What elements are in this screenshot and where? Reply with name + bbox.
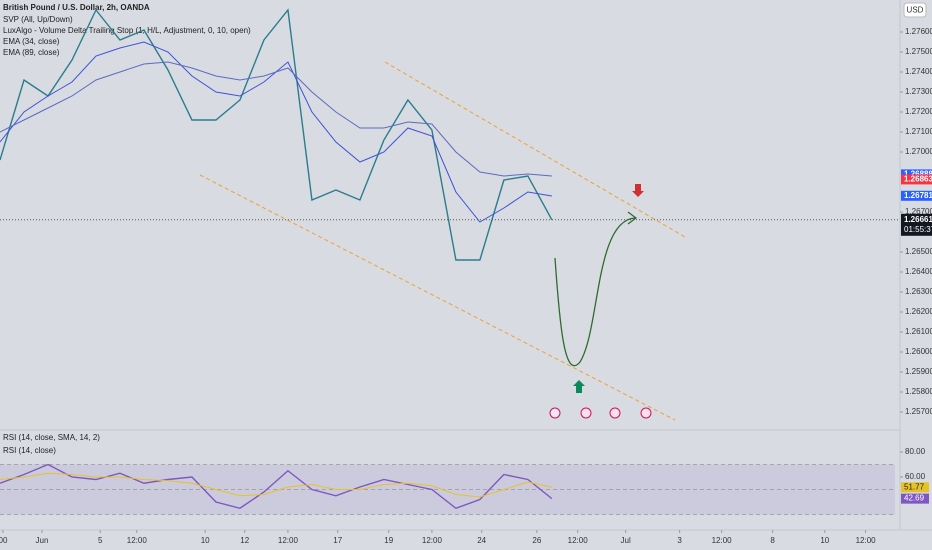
y-tick-label: 1.26400: [905, 267, 932, 276]
series-line: [0, 463, 553, 510]
up-arrow: [573, 380, 585, 393]
x-tick-label: 12:00: [568, 536, 589, 545]
y-tick-label: 1.27500: [905, 47, 932, 56]
y-tick-label: 1.25700: [905, 407, 932, 416]
indicator-label: EMA (34, close): [3, 37, 60, 46]
x-tick-label: 10: [201, 536, 210, 545]
x-tick-label: Jul: [621, 536, 631, 545]
indicator-label: RSI (14, close): [3, 446, 56, 455]
y-tick-label: 1.27100: [905, 127, 932, 136]
price-marker-label: 1.26888: [904, 170, 932, 179]
price-marker-label: 1.26781: [904, 191, 932, 200]
x-tick-label: 10: [820, 536, 829, 545]
x-tick-label: 3: [677, 536, 682, 545]
y-tick-label: 1.27600: [905, 27, 932, 36]
price-marker-label: 1.26863: [904, 175, 932, 184]
y-tick-label: 1.25800: [905, 387, 932, 396]
last-price-badge: [901, 213, 932, 236]
x-tick-label: 12: [240, 536, 249, 545]
indicator-label: SVP (All, Up/Down): [3, 15, 73, 24]
y-tick-label: 1.26300: [905, 287, 932, 296]
currency-label: USD: [907, 6, 924, 15]
value-badge: [901, 493, 929, 504]
currency-button[interactable]: [903, 2, 927, 18]
y-tick-label: 1.27200: [905, 107, 932, 116]
y-tick-label: 1.26200: [905, 307, 932, 316]
x-tick-label: 5: [98, 536, 103, 545]
x-tick-label: 12:00: [856, 536, 877, 545]
y-tick-label: 1.27000: [905, 147, 932, 156]
x-tick-label: 8: [770, 536, 775, 545]
event-icon: [640, 407, 652, 419]
countdown-label: 01:55:37: [904, 225, 932, 234]
x-tick-label: 17: [333, 536, 342, 545]
y-tick-label: 1.26100: [905, 327, 932, 336]
y-tick-label: 1.25900: [905, 367, 932, 376]
series-line: [0, 61, 552, 177]
symbol-title: British Pound / U.S. Dollar, 2h, OANDA: [3, 3, 150, 12]
price-marker-badge: [901, 174, 932, 185]
y-tick-label: 1.27300: [905, 87, 932, 96]
event-icon: [549, 407, 561, 419]
price-marker-badge: [901, 190, 932, 201]
y-tick-label: 1.26700: [905, 207, 932, 216]
x-tick-label: 19: [384, 536, 393, 545]
value-badge-label: 42.69: [904, 494, 925, 503]
x-tick-label: 12:00: [127, 536, 148, 545]
projection-curve: [554, 217, 636, 367]
x-tick-label: 12:00: [422, 536, 443, 545]
y-tick-label: 80.00: [905, 447, 926, 456]
x-tick-label: 12:00: [278, 536, 299, 545]
x-tick-label: Jun: [36, 536, 49, 545]
x-tick-label: 12:00: [712, 536, 733, 545]
value-badge-label: 51.77: [904, 482, 925, 491]
y-tick-label: 1.26500: [905, 247, 932, 256]
channel-lower: [199, 174, 676, 421]
x-tick-label: 00: [0, 536, 8, 545]
series-line: [0, 472, 552, 498]
indicator-label: LuxAlgo - Volume Delta Trailing Stop (1,…: [3, 26, 251, 35]
series-line: [0, 8, 553, 261]
value-badge: [901, 482, 929, 493]
channel-upper: [384, 61, 686, 238]
down-arrow: [632, 184, 644, 197]
last-price-label: 1.26661: [904, 215, 932, 224]
x-tick-label: 26: [532, 536, 541, 545]
y-tick-label: 60.00: [905, 472, 926, 481]
x-tick-label: 24: [477, 536, 486, 545]
event-icon: [580, 407, 592, 419]
indicator-label: RSI (14, close, SMA, 14, 2): [3, 433, 100, 442]
event-icon: [609, 407, 621, 419]
y-tick-label: 1.27400: [905, 67, 932, 76]
y-tick-label: 1.26000: [905, 347, 932, 356]
projection-arrowhead: [627, 211, 638, 225]
indicator-label: EMA (89, close): [3, 48, 60, 57]
